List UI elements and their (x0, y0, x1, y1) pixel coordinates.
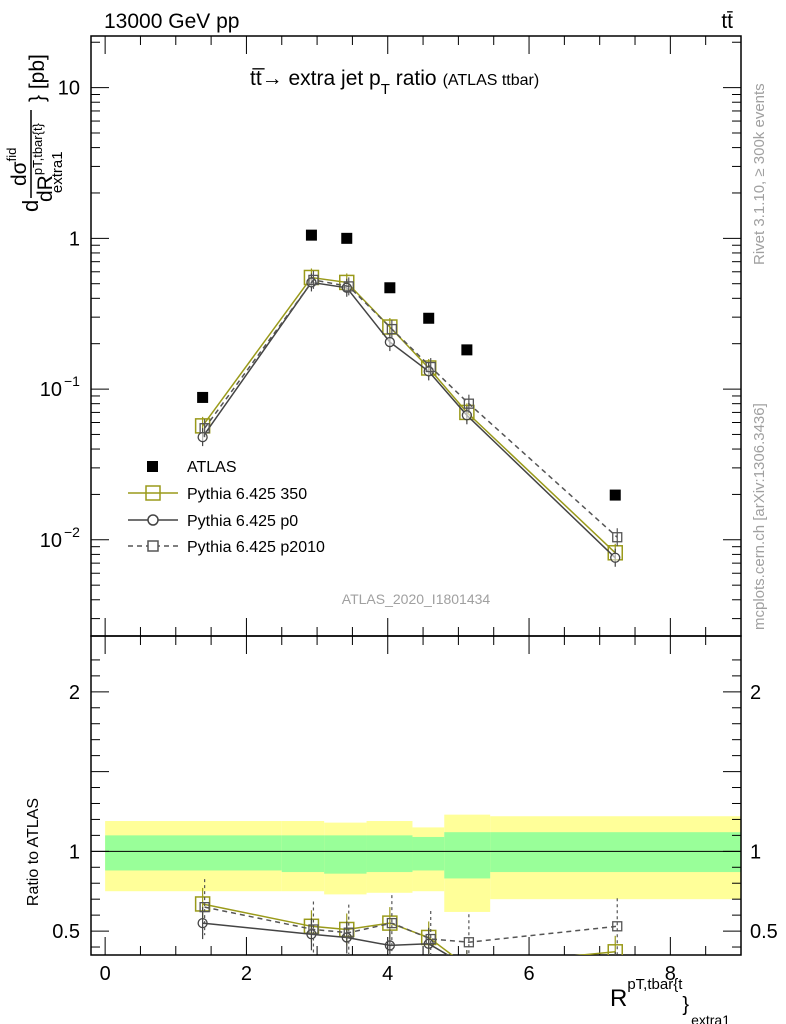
ratio-bands (91, 814, 741, 912)
y-axis-label-d: d (18, 200, 43, 212)
ratio-y-tick-label-right-0: 2 (750, 682, 761, 704)
data-point-atlas (384, 282, 396, 294)
y-axis-label-num: dσfid (4, 148, 31, 186)
y-tick-exp-3: −2 (64, 524, 80, 540)
band-green-5 (444, 832, 491, 879)
data-point-atlas (305, 229, 317, 241)
legend-marker-atlas (147, 461, 158, 472)
y-tick-label-2: 10 (40, 379, 62, 401)
y-axis-label-den: dRpT,tbar{t} extra1 (30, 122, 66, 202)
y-axis-num: dσ (8, 161, 31, 186)
mcplots-label: mcplots.cern.ch [arXiv:1306.3436] (751, 403, 768, 630)
y-tick-label-0: 10 (58, 78, 80, 100)
x-axis-label-sup: pT,tbar{t (627, 976, 683, 993)
ratio-point-p0 (611, 963, 620, 972)
legend-label-350: Pythia 6.425 350 (187, 486, 307, 503)
plot-frames (90, 35, 742, 956)
x-tick-label-4: 8 (665, 963, 676, 985)
data-point-p0 (461, 410, 473, 421)
ratio-line-0 (202, 903, 616, 955)
band-green-6 (490, 832, 741, 873)
data-point-p0 (384, 336, 396, 348)
ratio-y-tick-label-0: 2 (69, 682, 80, 704)
ratio-y-tick-label-1: 1 (69, 841, 80, 863)
series-layer (194, 229, 623, 973)
ratio-point-p2010 (463, 937, 475, 948)
ratio-point-p2010 (425, 933, 436, 945)
data-point-atlas (197, 391, 209, 403)
ratio-point-350 (607, 944, 623, 955)
chart-title-sub: T (381, 81, 390, 98)
energy-label: 13000 GeV pp (104, 10, 239, 33)
process-label: tt̄ (721, 10, 733, 33)
y-tick-label-1: 1 (69, 228, 80, 250)
band-green-2 (324, 835, 367, 874)
data-point-p2010 (343, 281, 354, 292)
y-tick-label-3: 10 (40, 530, 62, 552)
y-axis-den: dR (34, 175, 57, 202)
ratio-y-tick-label-right-2: 0.5 (750, 921, 778, 943)
legend-label-p2010: Pythia 6.425 p2010 (187, 539, 325, 556)
ratio-point-p2010 (612, 921, 623, 932)
data-point-p2010 (612, 532, 623, 543)
chart-title-note: (ATLAS ttbar) (443, 72, 540, 89)
rivet-label: Rivet 3.1.10, ≥ 300k events (751, 83, 768, 265)
x-tick-label-2: 4 (382, 963, 393, 985)
data-point-atlas (609, 489, 621, 501)
x-axis-label-close: } (682, 994, 689, 1016)
ratio-point-p2010 (343, 927, 354, 938)
band-green-3 (366, 835, 413, 873)
ratio-series-group (194, 879, 623, 973)
ratio-plot-frame (90, 635, 742, 956)
x-axis-label-sub: extra1 (691, 1012, 730, 1024)
series-line-1 (201, 276, 616, 554)
y-axis-num-sup: fid (4, 148, 19, 162)
data-point-p2010 (463, 398, 475, 409)
y-axis-den-sup: pT,tbar{t} (30, 122, 45, 175)
data-point-atlas (341, 232, 353, 244)
ratio-y-tick-label-2: 0.5 (52, 921, 80, 943)
ratio-point-p0 (197, 917, 208, 929)
ratio-y-axis-label: Ratio to ATLAS (25, 798, 42, 906)
ratio-point-p2010 (308, 924, 319, 935)
ratio-point-p0 (462, 962, 471, 971)
chart-title-tail: ratio (390, 67, 437, 90)
legend-marker-350 (145, 485, 161, 501)
data-point-atlas (461, 344, 473, 356)
legend-label-atlas: ATLAS (187, 459, 237, 476)
legend-marker-p0 (147, 514, 159, 526)
data-point-p0 (197, 431, 208, 443)
y-axis-den-sub: extra1 (49, 151, 66, 193)
data-point-p2010 (308, 274, 319, 286)
band-green-1 (281, 835, 325, 873)
legend-marker-p2010 (147, 540, 159, 552)
data-point-p2010 (386, 323, 398, 335)
legend: ATLAS Pythia 6.425 350 Pythia 6.425 p0 P… (128, 459, 325, 556)
x-tick-label-3: 6 (523, 963, 534, 985)
ratio-y-tick-label-right-1: 1 (750, 841, 761, 863)
y-tick-exp-2: −1 (64, 373, 80, 389)
band-green-0 (105, 835, 282, 871)
legend-label-p0: Pythia 6.425 p0 (187, 513, 298, 530)
chart-title-main: tt̅→ extra jet p (250, 67, 381, 90)
data-point-p0 (610, 552, 621, 563)
chart-title: tt̅→ extra jet pT ratio (ATLAS ttbar) (250, 67, 539, 98)
ratio-point-350 (460, 959, 474, 973)
data-point-p2010 (425, 361, 436, 373)
analysis-label: ATLAS_2020_I1801434 (342, 591, 491, 607)
data-point-p2010 (199, 423, 210, 434)
band-green-4 (412, 836, 445, 871)
ratio-line-2 (204, 906, 618, 943)
x-tick-label-1: 2 (241, 963, 252, 985)
ratio-point-p2010 (386, 917, 398, 929)
ratio-point-p2010 (199, 902, 210, 913)
x-tick-label-0: 0 (100, 963, 111, 985)
ratio-point-p0 (384, 940, 396, 951)
y-axis-label-unit: } [pb] (26, 54, 49, 102)
x-axis-label-main: R (610, 985, 627, 1012)
x-axis-label: RpT,tbar{t}extra1 (610, 976, 730, 1024)
data-point-atlas (423, 312, 435, 324)
